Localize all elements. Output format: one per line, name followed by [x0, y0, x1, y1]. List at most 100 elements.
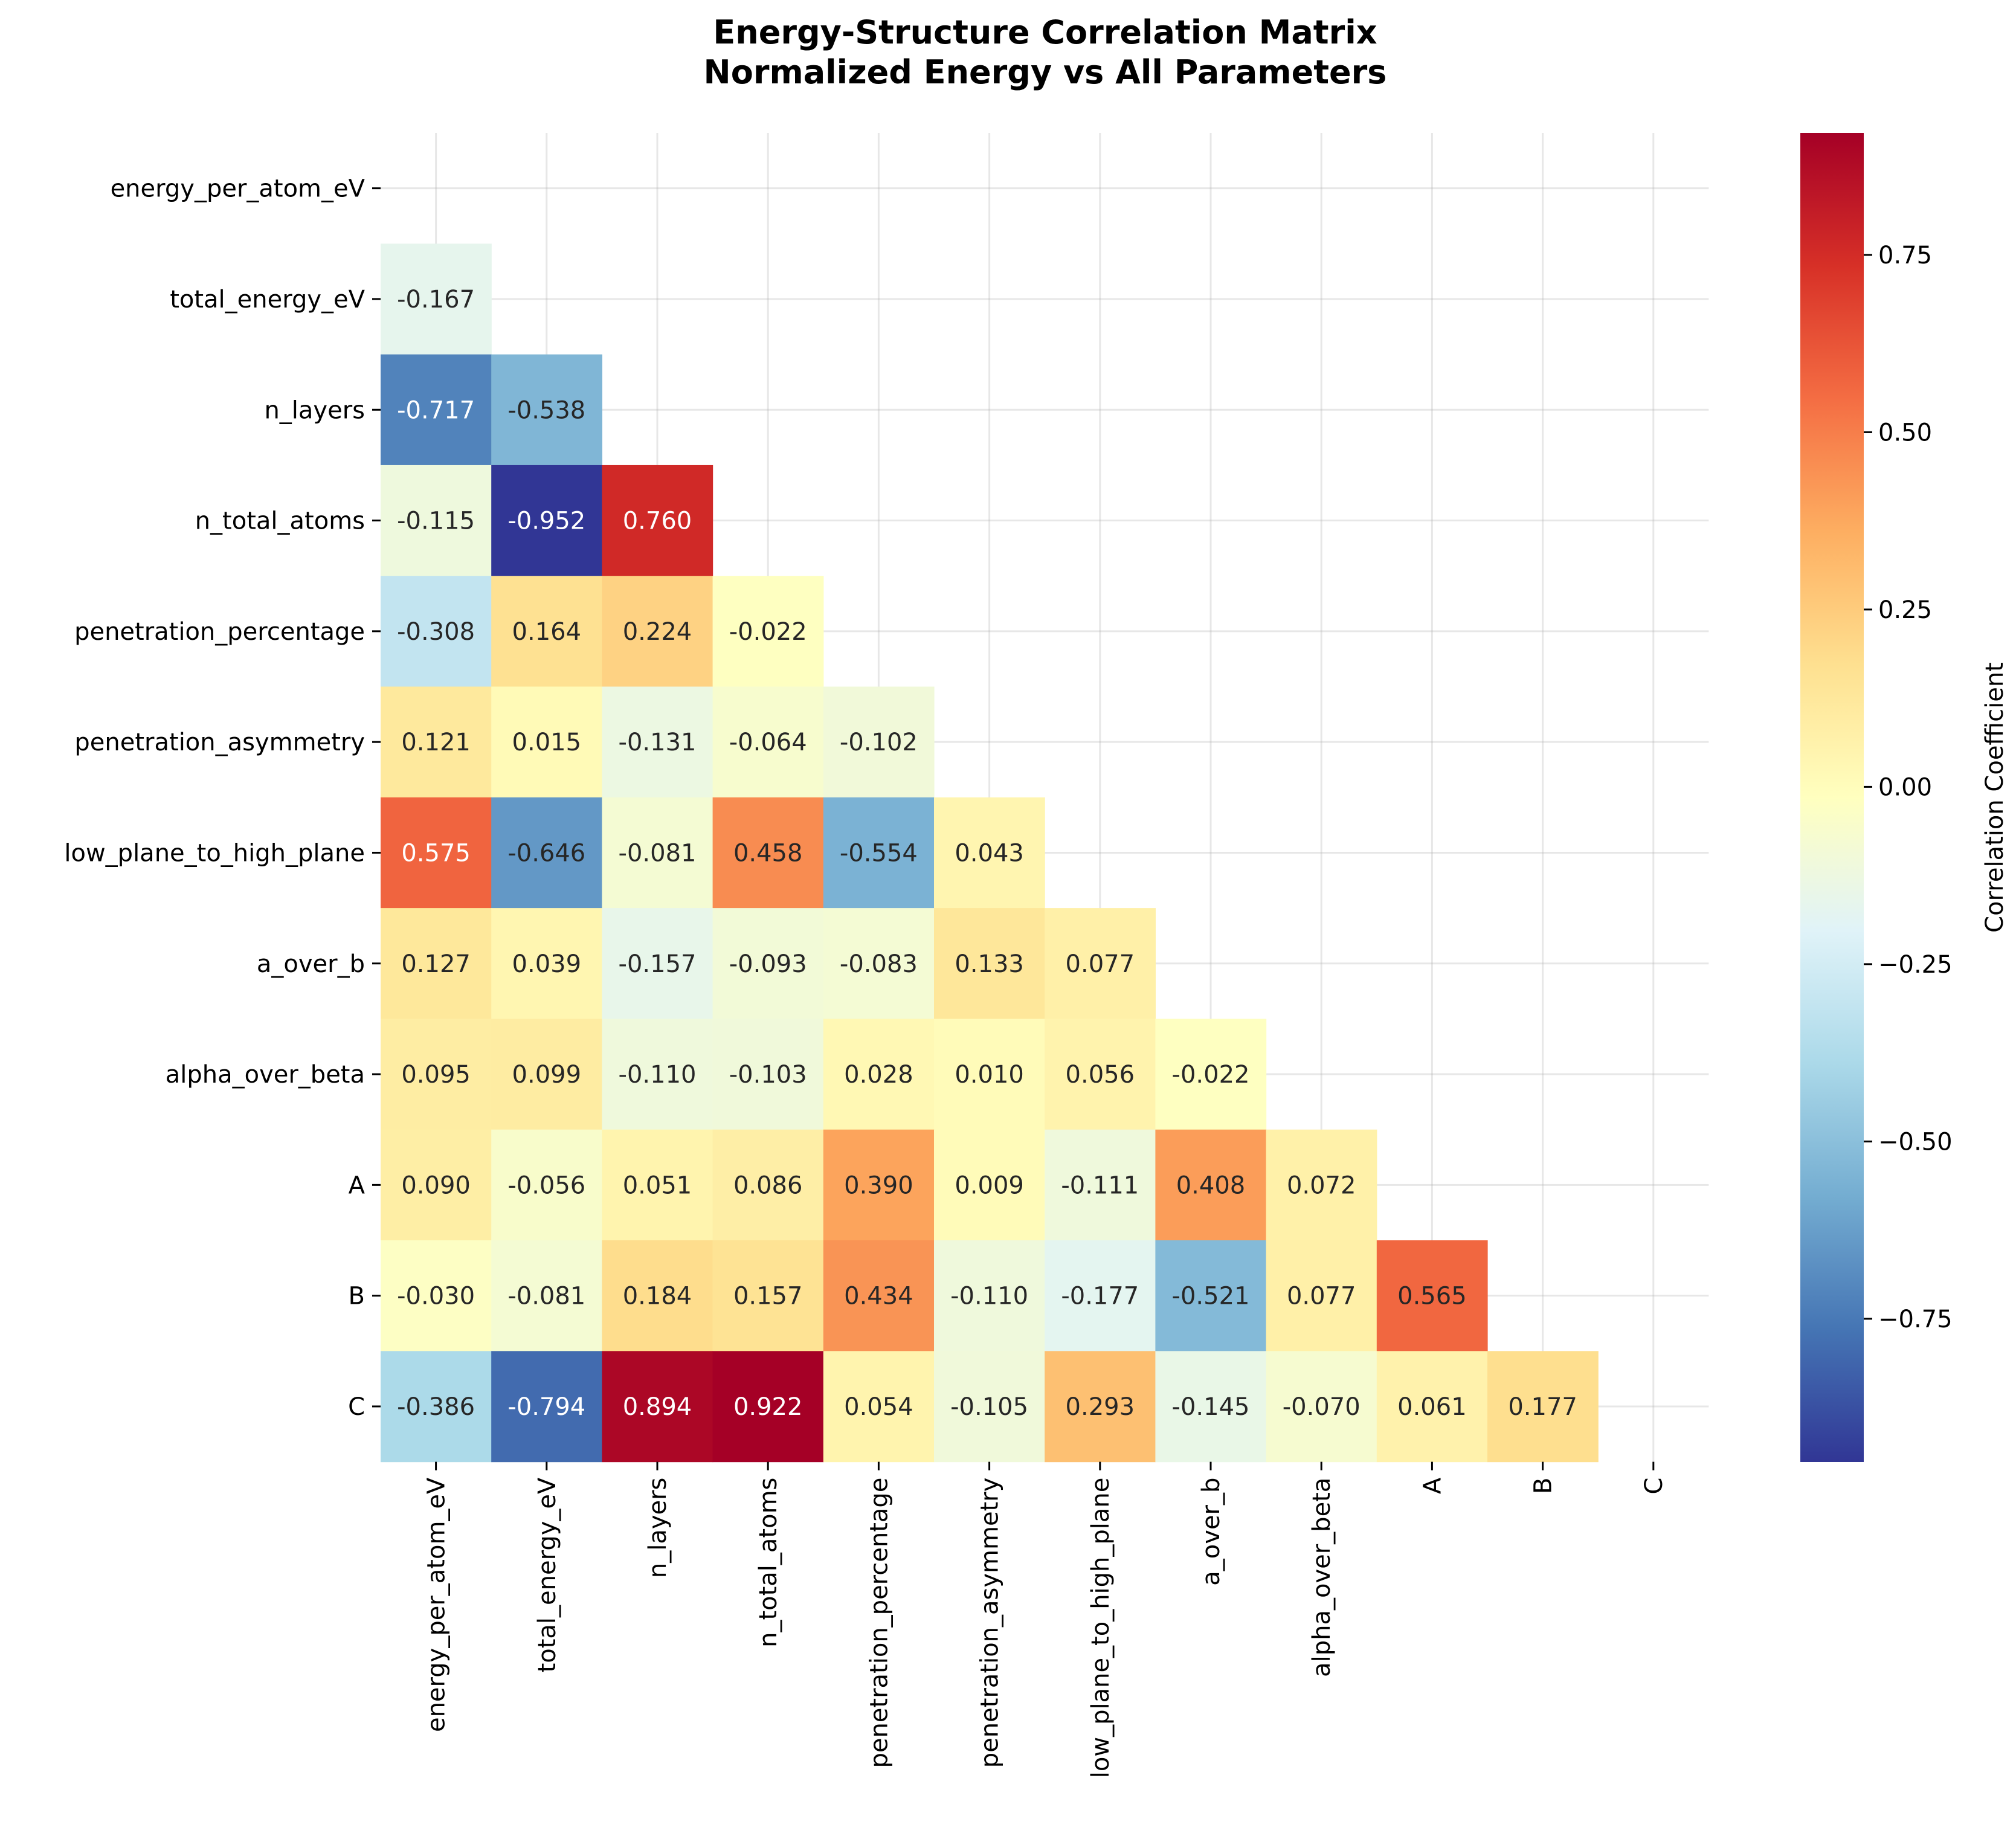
cell-value-label: 0.575 — [401, 839, 471, 867]
heatmap-cell — [934, 797, 1045, 909]
heatmap-cell — [381, 354, 492, 466]
y-tick-label: total_energy_eV — [170, 286, 365, 314]
cell-value-label: -0.952 — [507, 507, 585, 535]
x-tick-label: B — [1530, 1478, 1557, 1494]
y-tick-label: penetration_percentage — [74, 618, 365, 646]
cell-value-label: 0.095 — [401, 1061, 471, 1089]
heatmap-cell — [934, 1351, 1045, 1463]
heatmap-cells — [381, 243, 1599, 1463]
colorbar-tick-label: 0.00 — [1878, 773, 1932, 801]
heatmap-cell — [491, 908, 602, 1019]
heatmap-cell — [823, 908, 935, 1019]
y-axis-ticks: energy_per_atom_eV total_energy_eV n_layer… — [64, 175, 381, 1421]
x-tick-label: penetration_asymmetry — [976, 1478, 1004, 1768]
cell-value-label: -0.167 — [397, 286, 475, 314]
y-tick-label: penetration_asymmetry — [74, 729, 365, 756]
heatmap-cell — [934, 1240, 1045, 1351]
heatmap-cell — [1155, 1240, 1267, 1351]
heatmap-cell — [491, 686, 602, 798]
cell-value-label: -0.093 — [729, 950, 807, 978]
cell-value-label: 0.157 — [733, 1283, 803, 1310]
cell-value-label: 0.061 — [1397, 1393, 1467, 1421]
heatmap-cell — [823, 1129, 935, 1241]
heatmap-cell — [1155, 1019, 1267, 1130]
heatmap-cell — [1045, 1019, 1156, 1130]
colorbar-tick-label: −0.50 — [1878, 1128, 1953, 1156]
heatmap-cell — [602, 1129, 713, 1241]
colorbar: −0.75 −0.50 −0.25 0.00 0.25 0.50 0.75 Correlat… — [1800, 133, 2009, 1462]
colorbar-tick-label: 0.50 — [1878, 419, 1932, 446]
heatmap-cell — [381, 1240, 492, 1351]
cell-value-label: 0.177 — [1508, 1393, 1577, 1421]
cell-value-label: 0.127 — [401, 950, 471, 978]
heatmap-cell — [491, 1351, 602, 1463]
heatmap-cell — [381, 465, 492, 576]
cell-value-label: 0.009 — [955, 1171, 1024, 1199]
cell-value-label: -0.115 — [397, 507, 475, 535]
cell-value-label: -0.646 — [507, 839, 585, 867]
heatmap-cell — [381, 576, 492, 688]
heatmap-cell — [491, 465, 602, 576]
chart-subtitle: Normalized Energy vs All Parameters — [704, 53, 1387, 91]
heatmap-cell — [491, 1240, 602, 1351]
y-tick-label: a_over_b — [257, 950, 365, 978]
cell-value-label: -0.308 — [397, 618, 475, 646]
cell-value-label: -0.081 — [619, 839, 697, 867]
x-tick-label: total_energy_eV — [533, 1477, 561, 1672]
cell-value-label: -0.717 — [397, 396, 475, 424]
cell-value-label: -0.111 — [1061, 1171, 1139, 1199]
x-tick-label: penetration_percentage — [865, 1478, 893, 1768]
heatmap-cell — [1266, 1240, 1377, 1351]
cell-value-label: 0.434 — [844, 1283, 913, 1310]
cell-value-label: 0.133 — [955, 950, 1024, 978]
heatmap-cell — [381, 686, 492, 798]
cell-value-label: -0.105 — [950, 1393, 1028, 1421]
heatmap-cell — [934, 1019, 1045, 1130]
cell-value-label: -0.083 — [840, 950, 918, 978]
cell-value-label: 0.051 — [623, 1171, 692, 1199]
heatmap-cell — [381, 243, 492, 355]
cell-value-label: 0.164 — [512, 618, 582, 646]
heatmap-cell — [712, 1240, 824, 1351]
heatmap-cell — [1045, 1351, 1156, 1463]
cell-value-label: 0.184 — [623, 1283, 692, 1310]
x-tick-label: low_plane_to_high_plane — [1087, 1478, 1115, 1779]
cell-value-label: 0.010 — [955, 1061, 1024, 1089]
cell-value-label: 0.894 — [623, 1393, 692, 1421]
heatmap-cell — [823, 1351, 935, 1463]
cell-value-label: -0.145 — [1172, 1393, 1250, 1421]
cell-value-label: 0.028 — [844, 1061, 913, 1089]
cell-value-label: -0.081 — [507, 1283, 585, 1310]
heatmap-cell — [381, 797, 492, 909]
heatmap-cell — [823, 1240, 935, 1351]
heatmap-cell — [712, 576, 824, 688]
heatmap-cell — [1045, 908, 1156, 1019]
heatmap-cell — [712, 1129, 824, 1241]
x-tick-label: a_over_b — [1197, 1478, 1225, 1586]
cell-value-label: -0.110 — [619, 1061, 697, 1089]
heatmap-cell — [602, 797, 713, 909]
cell-value-label: 0.015 — [512, 729, 582, 756]
cell-value-label: -0.022 — [729, 618, 807, 646]
heatmap-cell — [1045, 1129, 1156, 1241]
cell-value-label: -0.064 — [729, 729, 807, 756]
cell-value-label: -0.102 — [840, 729, 918, 756]
heatmap-cell — [381, 908, 492, 1019]
colorbar-gradient — [1800, 133, 1864, 1462]
heatmap-cell — [381, 1129, 492, 1241]
cell-value-label: -0.386 — [397, 1393, 475, 1421]
x-tick-label: energy_per_atom_eV — [423, 1477, 451, 1732]
colorbar-tick-label: −0.75 — [1878, 1306, 1953, 1333]
heatmap-cell — [1155, 1351, 1267, 1463]
cell-value-label: 0.039 — [512, 950, 582, 978]
cell-value-labels: -0.167 -0.717 -0.538 -0.115 -0.952 0.760 -0.30… — [397, 286, 1577, 1421]
heatmap-cell — [712, 686, 824, 798]
heatmap-cell — [823, 1019, 935, 1130]
heatmap-cell — [381, 1351, 492, 1463]
y-tick-label: n_layers — [264, 396, 365, 424]
y-tick-label: C — [348, 1393, 365, 1421]
cell-value-label: -0.110 — [950, 1283, 1028, 1310]
heatmap-cell — [602, 576, 713, 688]
heatmap-cell — [602, 908, 713, 1019]
